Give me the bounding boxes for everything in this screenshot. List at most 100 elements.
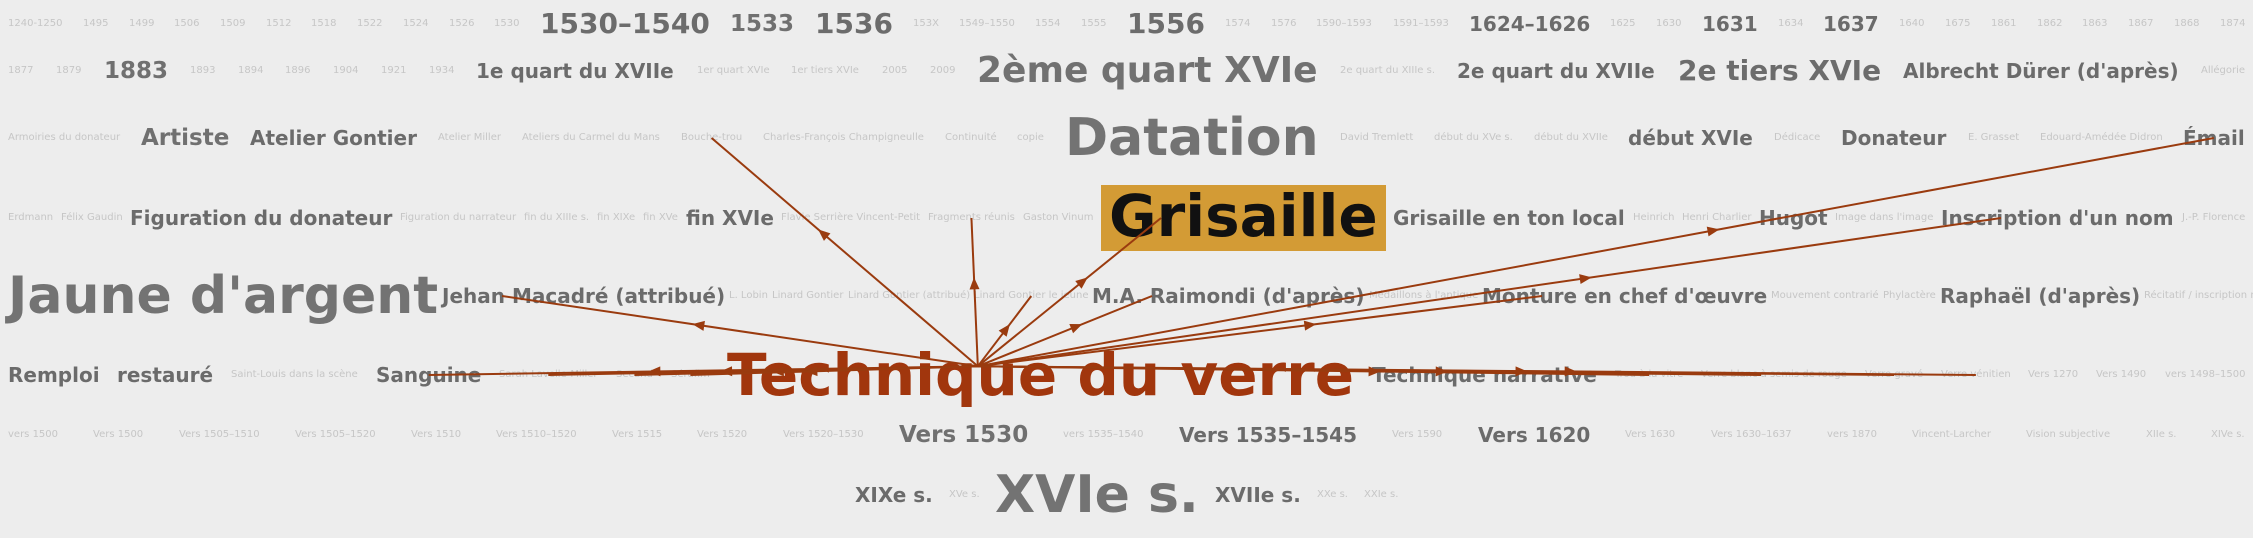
- tag-1934[interactable]: 1934: [429, 65, 455, 76]
- tag-1549-1550[interactable]: 1549–1550: [959, 18, 1015, 29]
- tag-verre-venitien[interactable]: Verre vénitien: [1941, 369, 2011, 380]
- tag-vers-1520-1530[interactable]: Vers 1520–1530: [783, 429, 864, 440]
- tag-1624-1626[interactable]: 1624–1626: [1469, 12, 1591, 36]
- tag-bouche-trou[interactable]: Bouche-trou: [681, 132, 743, 143]
- tag-vers-1500[interactable]: Vers 1500: [93, 429, 144, 440]
- tag-1877[interactable]: 1877: [8, 65, 34, 76]
- tag-allegorie[interactable]: Allégorie: [2201, 65, 2246, 76]
- tag-trou-a-la-vitre[interactable]: Trou à la vitre: [1615, 369, 1684, 380]
- tag-vers-1590[interactable]: Vers 1590: [1392, 429, 1443, 440]
- tag-1904[interactable]: 1904: [333, 65, 359, 76]
- tag-1874[interactable]: 1874: [2220, 18, 2246, 29]
- tag-1524[interactable]: 1524: [403, 18, 429, 29]
- tag-j-p-florence[interactable]: J.-P. Florence: [2182, 212, 2246, 223]
- tag-edouard-amedee-didron[interactable]: Edouard-Amédée Didron: [2040, 132, 2163, 143]
- tag-1631[interactable]: 1631: [1702, 12, 1758, 36]
- tag-vision-subjective[interactable]: Vision subjective: [2026, 429, 2111, 440]
- tag-fin-xixe[interactable]: fin XIXe: [597, 212, 636, 223]
- tag-1576[interactable]: 1576: [1271, 18, 1297, 29]
- tag-vers-1500[interactable]: vers 1500: [8, 429, 59, 440]
- tag-xiie-s[interactable]: XIIe s.: [2146, 429, 2177, 440]
- tag-remploi[interactable]: Remploi: [8, 363, 100, 387]
- tag-1675[interactable]: 1675: [1945, 18, 1971, 29]
- tag-2e-quart-du-xviie[interactable]: 2e quart du XVIIe: [1457, 59, 1655, 83]
- tag-continuite[interactable]: Continuité: [945, 132, 997, 143]
- tag-charles-francois-champigneulle[interactable]: Charles-François Champigneulle: [763, 132, 924, 143]
- tag-xxe-s[interactable]: XXe s.: [1317, 489, 1348, 500]
- tag-1533[interactable]: 1533: [730, 11, 795, 37]
- tag-1556[interactable]: 1556: [1127, 7, 1205, 40]
- tag-saint-louis-dans-la-scene[interactable]: Saint-Louis dans la scène: [231, 369, 358, 380]
- tag-1883[interactable]: 1883: [104, 58, 169, 84]
- tag-felix-gaudin[interactable]: Félix Gaudin: [61, 212, 123, 223]
- tag-medaillons-a-l-antique[interactable]: Médaillons à l'antique: [1369, 290, 1479, 301]
- tag-artiste[interactable]: Artiste: [141, 125, 230, 151]
- tag-fin-du-xiiie-s[interactable]: fin du XIIIe s.: [524, 212, 590, 223]
- tag-1879[interactable]: 1879: [56, 65, 82, 76]
- tag-inscription-d-un-nom[interactable]: Inscription d'un nom: [1941, 206, 2174, 230]
- tag-debut-du-xviie[interactable]: début du XVIIe: [1534, 132, 1608, 143]
- tag-email[interactable]: Émail: [2183, 126, 2245, 150]
- tag-1522[interactable]: 1522: [357, 18, 383, 29]
- tag-xixe-s[interactable]: XIXe s.: [855, 483, 933, 507]
- tag-atelier-gontier[interactable]: Atelier Gontier: [250, 126, 417, 150]
- tag-vincent-larcher[interactable]: Vincent-Larcher: [1912, 429, 1991, 440]
- tag-2005[interactable]: 2005: [882, 65, 908, 76]
- tag-vers-1505-1510[interactable]: Vers 1505–1510: [179, 429, 260, 440]
- tag-henri-charlier[interactable]: Henri Charlier: [1682, 212, 1752, 223]
- tag-vers-1510[interactable]: Vers 1510: [411, 429, 462, 440]
- tag-atelier-miller[interactable]: Atelier Miller: [438, 132, 501, 143]
- tag-vers-1510-1520[interactable]: Vers 1510–1520: [496, 429, 577, 440]
- tag-1er-tiers-xvie[interactable]: 1er tiers XVIe: [791, 65, 859, 76]
- tag-1509[interactable]: 1509: [220, 18, 246, 29]
- tag-sanguine[interactable]: Sanguine: [376, 363, 482, 387]
- tag-xviie-s[interactable]: XVIIe s.: [1215, 483, 1301, 507]
- tag-secand[interactable]: Secand: [616, 369, 653, 380]
- tag-vers-1630[interactable]: Vers 1630: [1625, 429, 1676, 440]
- tag-heinrich[interactable]: Heinrich: [1633, 212, 1675, 223]
- tag-153x[interactable]: 153X: [913, 18, 939, 29]
- tag-fin-xvie[interactable]: fin XVIe: [686, 206, 774, 230]
- tag-technique-narrative[interactable]: Technique narrative: [1372, 363, 1597, 387]
- tag-xve-s[interactable]: XVe s.: [949, 489, 980, 500]
- tag-1536[interactable]: 1536: [815, 7, 893, 40]
- tag-2e-quart-du-xiiie-s[interactable]: 2e quart du XIIIe s.: [1340, 65, 1435, 76]
- tag-hugot[interactable]: Hugot: [1759, 206, 1828, 230]
- tag-1862[interactable]: 1862: [2037, 18, 2063, 29]
- tag-grisaille[interactable]: Grisaille: [1101, 185, 1386, 251]
- tag-1530[interactable]: 1530: [494, 18, 520, 29]
- tag-1574[interactable]: 1574: [1225, 18, 1251, 29]
- tag-1640[interactable]: 1640: [1899, 18, 1925, 29]
- tag-1863[interactable]: 1863: [2082, 18, 2108, 29]
- tag-debut-du-xve-s[interactable]: début du XVe s.: [1434, 132, 1513, 143]
- tag-1530-1540[interactable]: 1530–1540: [540, 7, 710, 40]
- tag-david-tremlett[interactable]: David Tremlett: [1340, 132, 1414, 143]
- tag-debut-xvie[interactable]: début XVIe: [1628, 126, 1753, 150]
- tag-albrecht-durer-d-apres[interactable]: Albrecht Dürer (d'après): [1903, 59, 2179, 83]
- tag-xvie-s[interactable]: XVIe s.: [995, 465, 1199, 525]
- tag-recitatif-inscription-narrative[interactable]: Récitatif / inscription narrative: [2144, 290, 2253, 301]
- tag-vers-1870[interactable]: vers 1870: [1827, 429, 1878, 440]
- tag-1590-1593[interactable]: 1590–1593: [1316, 18, 1372, 29]
- tag-1554[interactable]: 1554: [1035, 18, 1061, 29]
- tag-vers-1490[interactable]: Vers 1490: [2096, 369, 2147, 380]
- tag-1894[interactable]: 1894: [238, 65, 264, 76]
- tag-ateliers-du-carmel-du-mans[interactable]: Ateliers du Carmel du Mans: [522, 132, 660, 143]
- tag-1634[interactable]: 1634: [1778, 18, 1804, 29]
- tag-armoiries-du-donateur[interactable]: Armoiries du donateur: [8, 132, 121, 143]
- tag-2009[interactable]: 2009: [930, 65, 956, 76]
- tag-1867[interactable]: 1867: [2128, 18, 2154, 29]
- tag-1499[interactable]: 1499: [129, 18, 155, 29]
- tag-vers-1515[interactable]: Vers 1515: [612, 429, 663, 440]
- tag-image-dans-l-image[interactable]: Image dans l'image: [1835, 212, 1934, 223]
- tag-sarah-lavelle-miller[interactable]: Sarah Lavelle-Miller: [499, 369, 598, 380]
- tag-1495[interactable]: 1495: [83, 18, 109, 29]
- tag-xive-s[interactable]: XIVe s.: [2211, 429, 2245, 440]
- tag-1921[interactable]: 1921: [381, 65, 407, 76]
- tag-1er-quart-xvie[interactable]: 1er quart XVIe: [697, 65, 770, 76]
- tag-xxie-s[interactable]: XXIe s.: [1364, 489, 1399, 500]
- tag-vers-1530[interactable]: Vers 1530: [899, 422, 1029, 448]
- tag-fin-xve[interactable]: fin XVe: [643, 212, 678, 223]
- tag-vers-1270[interactable]: Vers 1270: [2028, 369, 2079, 380]
- tag-vers-1498-1500[interactable]: vers 1498–1500: [2165, 369, 2246, 380]
